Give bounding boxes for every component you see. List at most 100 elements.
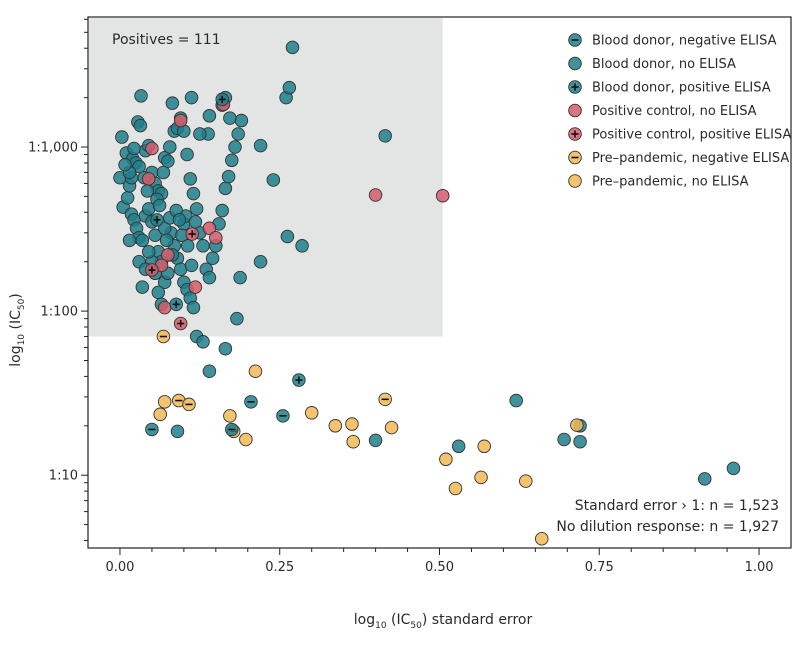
legend-marker bbox=[568, 174, 582, 188]
marker-circle bbox=[435, 188, 450, 203]
data-point bbox=[135, 280, 150, 294]
data-point bbox=[133, 118, 148, 133]
data-point bbox=[148, 228, 162, 242]
marker-circle bbox=[474, 470, 488, 485]
marker-circle bbox=[115, 130, 129, 144]
marker-circle bbox=[188, 215, 203, 229]
axis-title-text: ) bbox=[8, 293, 24, 298]
data-point bbox=[157, 395, 172, 409]
marker-circle bbox=[151, 285, 166, 300]
marker-circle bbox=[133, 118, 148, 133]
marker-circle bbox=[134, 89, 148, 103]
data-point bbox=[161, 154, 175, 168]
y-axis-title: log10 (IC50) bbox=[8, 293, 27, 367]
marker-circle bbox=[170, 424, 185, 439]
marker-circle bbox=[570, 418, 584, 432]
marker-circle bbox=[184, 90, 199, 105]
x-axis: 0.00 0.25 0.50 0.75 1.00 bbox=[105, 548, 774, 575]
marker-circle bbox=[451, 439, 466, 454]
data-point bbox=[196, 335, 210, 349]
marker-circle bbox=[568, 174, 582, 188]
annotation-standard-error: Standard error › 1: n = 1,523 bbox=[575, 498, 779, 514]
x-tick-label: 0.25 bbox=[265, 560, 294, 575]
marker-circle bbox=[477, 439, 491, 454]
data-point bbox=[328, 419, 343, 433]
annotation-no-dilution: No dilution response: n = 1,927 bbox=[556, 519, 779, 535]
marker-circle bbox=[159, 233, 174, 248]
legend-label: Pre–pandemic, negative ELISA bbox=[592, 151, 789, 166]
marker-circle bbox=[188, 280, 203, 294]
data-point bbox=[378, 129, 392, 143]
x-tick-label: 0.00 bbox=[105, 560, 134, 575]
marker-circle bbox=[173, 113, 188, 128]
data-point bbox=[535, 531, 549, 546]
marker-circle bbox=[218, 181, 233, 196]
data-point bbox=[509, 393, 523, 408]
data-point bbox=[368, 433, 383, 448]
data-point bbox=[122, 233, 137, 248]
marker-circle bbox=[161, 154, 175, 168]
data-point bbox=[519, 474, 533, 488]
axis-title-subscript: 10 bbox=[375, 621, 387, 631]
marker-circle bbox=[384, 420, 399, 435]
legend-marker bbox=[568, 127, 582, 141]
data-point bbox=[182, 397, 196, 412]
data-point bbox=[282, 80, 297, 95]
marker-circle bbox=[285, 40, 300, 55]
data-point bbox=[223, 409, 237, 423]
data-point bbox=[172, 213, 187, 227]
data-point bbox=[173, 316, 188, 331]
data-point bbox=[120, 191, 135, 205]
data-point bbox=[180, 239, 195, 253]
data-point bbox=[435, 188, 450, 203]
data-point bbox=[266, 173, 281, 187]
data-point bbox=[209, 230, 223, 245]
data-point bbox=[188, 215, 203, 229]
x-axis-title: log10 (IC50) standard error bbox=[354, 612, 533, 631]
marker-circle bbox=[161, 248, 175, 262]
data-point bbox=[127, 141, 141, 156]
marker-circle bbox=[141, 245, 156, 259]
data-point bbox=[225, 153, 239, 168]
marker-circle bbox=[448, 481, 463, 496]
marker-circle bbox=[568, 56, 582, 71]
marker-circle bbox=[282, 80, 297, 95]
marker-circle bbox=[253, 138, 268, 153]
data-point bbox=[145, 141, 159, 156]
axis-title-text: log bbox=[8, 345, 24, 366]
data-point bbox=[145, 422, 159, 437]
data-point bbox=[151, 285, 166, 300]
legend-label: Blood donor, positive ELISA bbox=[592, 81, 771, 96]
data-point bbox=[157, 300, 172, 315]
marker-circle bbox=[295, 239, 309, 253]
positives-label: Positives = 111 bbox=[112, 32, 221, 48]
legend-label: Blood donor, no ELISA bbox=[592, 57, 736, 72]
data-point bbox=[218, 181, 233, 196]
marker-circle bbox=[202, 109, 217, 123]
data-point bbox=[202, 109, 217, 123]
y-tick-label: 1:100 bbox=[41, 305, 78, 320]
data-point bbox=[573, 434, 587, 449]
data-point bbox=[189, 202, 204, 216]
y-tick-label: 1:10 bbox=[49, 469, 78, 484]
data-point bbox=[231, 127, 245, 141]
marker-circle bbox=[122, 233, 137, 248]
marker-circle bbox=[557, 432, 571, 447]
marker-circle bbox=[156, 165, 171, 180]
data-point bbox=[234, 113, 249, 128]
data-point bbox=[118, 157, 132, 172]
x-tick-label: 1.00 bbox=[745, 560, 774, 575]
marker-circle bbox=[378, 129, 392, 143]
marker-circle bbox=[234, 113, 249, 128]
legend-marker bbox=[568, 150, 582, 165]
marker-circle bbox=[697, 472, 712, 486]
marker-circle bbox=[218, 341, 233, 356]
axis-title-text: log bbox=[354, 612, 375, 628]
data-point bbox=[170, 424, 185, 439]
data-point bbox=[153, 407, 167, 422]
marker-circle bbox=[183, 172, 198, 186]
legend-label: Blood donor, negative ELISA bbox=[592, 34, 777, 49]
legend-label: Positive control, positive ELISA bbox=[592, 128, 791, 143]
marker-circle bbox=[231, 127, 245, 141]
